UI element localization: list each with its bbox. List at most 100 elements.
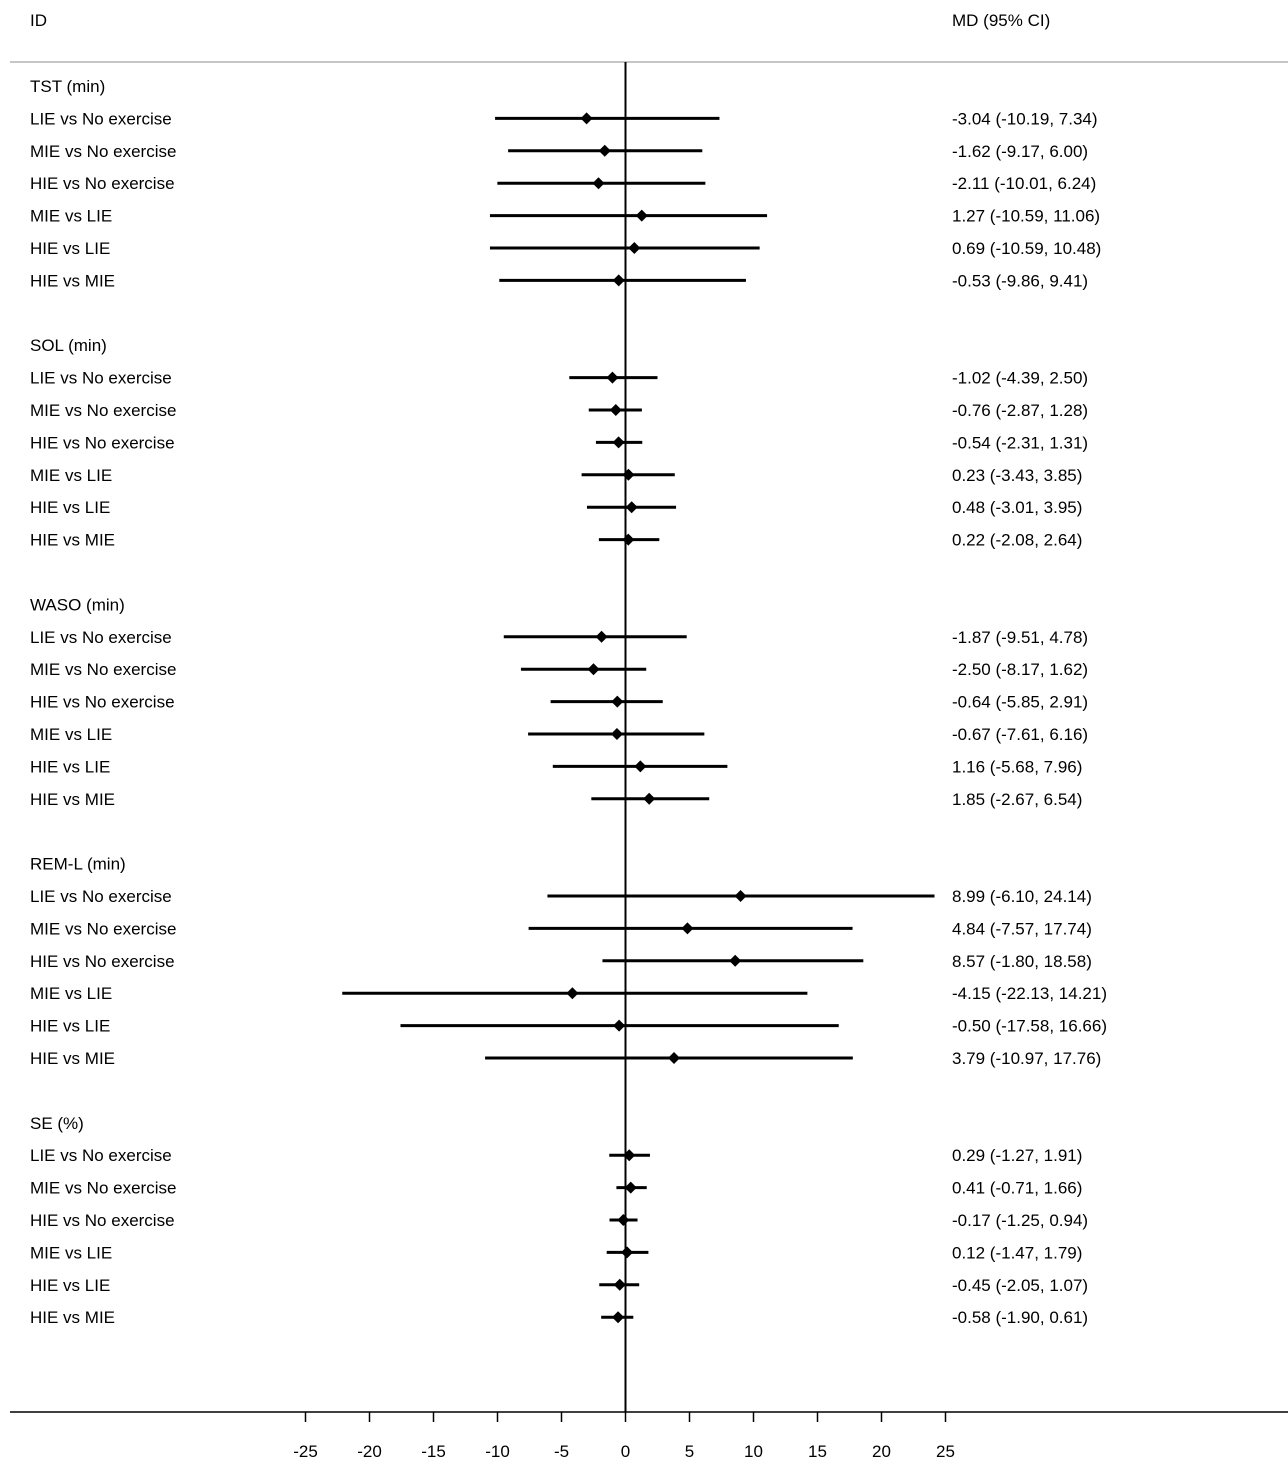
point-estimate-marker <box>587 663 600 676</box>
group-title: SOL (min) <box>30 336 107 355</box>
comparison-label: HIE vs No exercise <box>30 693 175 712</box>
comparison-label: MIE vs LIE <box>30 1243 112 1262</box>
point-estimate-marker <box>622 533 635 546</box>
md-ci-value: 8.57 (-1.80, 18.58) <box>952 952 1092 971</box>
md-ci-value: -0.45 (-2.05, 1.07) <box>952 1276 1088 1295</box>
point-estimate-marker <box>734 890 747 902</box>
comparison-label: MIE vs No exercise <box>30 919 176 938</box>
point-estimate-marker <box>634 760 647 773</box>
md-ci-value: -0.64 (-5.85, 2.91) <box>952 693 1088 712</box>
comparison-label: HIE vs LIE <box>30 239 110 258</box>
comparison-label: LIE vs No exercise <box>30 887 172 906</box>
comparison-label: MIE vs LIE <box>30 725 112 744</box>
comparison-label: MIE vs No exercise <box>30 401 176 420</box>
x-tick-label: -5 <box>554 1442 569 1459</box>
point-estimate-marker <box>613 1019 626 1032</box>
comparison-label: HIE vs LIE <box>30 1276 110 1295</box>
comparison-label: HIE vs LIE <box>30 498 110 517</box>
comparison-label: LIE vs No exercise <box>30 628 172 647</box>
point-estimate-marker <box>612 1311 625 1324</box>
point-estimate-marker <box>580 112 593 125</box>
md-ci-value: -0.53 (-9.86, 9.41) <box>952 271 1088 290</box>
point-estimate-marker <box>635 209 648 222</box>
md-ci-value: 0.69 (-10.59, 10.48) <box>952 239 1101 258</box>
comparison-label: MIE vs No exercise <box>30 1179 176 1198</box>
md-ci-value: -1.02 (-4.39, 2.50) <box>952 369 1088 388</box>
point-estimate-marker <box>729 954 742 967</box>
comparison-label: HIE vs MIE <box>30 531 115 550</box>
md-ci-value: -1.87 (-9.51, 4.78) <box>952 628 1088 647</box>
group-title: WASO (min) <box>30 595 125 614</box>
md-ci-value: 0.12 (-1.47, 1.79) <box>952 1243 1082 1262</box>
x-tick-label: 15 <box>808 1442 827 1459</box>
point-estimate-marker <box>625 501 638 514</box>
point-estimate-marker <box>668 1052 681 1064</box>
point-estimate-marker <box>612 436 625 449</box>
comparison-label: HIE vs No exercise <box>30 952 175 971</box>
point-estimate-marker <box>681 922 694 935</box>
comparison-label: MIE vs LIE <box>30 466 112 485</box>
point-estimate-marker <box>612 274 625 287</box>
forest-rows: TST (min) LIE vs No exercise -3.04 (-10.19… <box>30 77 1107 1327</box>
id-column-header: ID <box>30 11 47 30</box>
md-ci-value: 0.48 (-3.01, 3.95) <box>952 498 1082 517</box>
x-tick-label: 25 <box>936 1442 955 1459</box>
x-axis-ticks: -25 -20 -15 -10 -5 0 5 10 15 20 25 <box>293 1412 955 1459</box>
point-estimate-marker <box>617 1214 630 1226</box>
md-ci-value: 1.27 (-10.59, 11.06) <box>952 207 1100 226</box>
md-ci-value: 0.22 (-2.08, 2.64) <box>952 531 1082 550</box>
group-title: TST (min) <box>30 77 105 96</box>
point-estimate-marker <box>598 144 611 157</box>
comparison-label: LIE vs No exercise <box>30 109 172 128</box>
md-ci-value: 1.16 (-5.68, 7.96) <box>952 757 1082 776</box>
point-estimate-marker <box>595 630 608 643</box>
comparison-label: HIE vs No exercise <box>30 174 175 193</box>
point-estimate-marker <box>610 728 623 740</box>
md-ci-value: -0.17 (-1.25, 0.94) <box>952 1211 1088 1230</box>
md-ci-value: -2.50 (-8.17, 1.62) <box>952 660 1088 679</box>
comparison-label: HIE vs No exercise <box>30 433 175 452</box>
md-ci-value: -0.54 (-2.31, 1.31) <box>952 433 1088 452</box>
comparison-label: HIE vs MIE <box>30 271 115 290</box>
md-ci-value: -0.76 (-2.87, 1.28) <box>952 401 1088 420</box>
comparison-label: HIE vs LIE <box>30 1017 110 1036</box>
md-ci-value: 3.79 (-10.97, 17.76) <box>952 1049 1101 1068</box>
md-ci-value: 0.29 (-1.27, 1.91) <box>952 1146 1082 1165</box>
md-ci-value: -4.15 (-22.13, 14.21) <box>952 984 1107 1003</box>
comparison-label: LIE vs No exercise <box>30 369 172 388</box>
x-tick-label: -10 <box>485 1442 510 1459</box>
comparison-label: HIE vs MIE <box>30 1049 115 1068</box>
comparison-label: HIE vs No exercise <box>30 1211 175 1230</box>
md-ci-value: -0.50 (-17.58, 16.66) <box>952 1017 1107 1036</box>
x-tick-label: -20 <box>357 1442 382 1459</box>
group-title: REM-L (min) <box>30 855 126 874</box>
md-ci-value: 4.84 (-7.57, 17.74) <box>952 919 1092 938</box>
md-ci-value: 0.41 (-0.71, 1.66) <box>952 1179 1082 1198</box>
point-estimate-marker <box>613 1278 626 1291</box>
point-estimate-marker <box>609 404 622 416</box>
comparison-label: MIE vs No exercise <box>30 142 176 161</box>
point-estimate-marker <box>606 371 619 384</box>
x-tick-label: -15 <box>421 1442 446 1459</box>
x-tick-label: -25 <box>293 1442 318 1459</box>
md-ci-value: 1.85 (-2.67, 6.54) <box>952 790 1082 809</box>
comparison-label: HIE vs MIE <box>30 1308 115 1327</box>
comparison-label: MIE vs No exercise <box>30 660 176 679</box>
point-estimate-marker <box>592 177 605 190</box>
comparison-label: LIE vs No exercise <box>30 1146 172 1165</box>
x-tick-label: 10 <box>744 1442 763 1459</box>
point-estimate-marker <box>624 1181 637 1194</box>
comparison-label: HIE vs LIE <box>30 757 110 776</box>
comparison-label: HIE vs MIE <box>30 790 115 809</box>
point-estimate-marker <box>643 792 656 805</box>
comparison-label: MIE vs LIE <box>30 207 112 226</box>
point-estimate-marker <box>621 1246 634 1259</box>
point-estimate-marker <box>622 468 635 481</box>
x-tick-label: 20 <box>872 1442 891 1459</box>
md-ci-value: -3.04 (-10.19, 7.34) <box>952 109 1098 128</box>
md-ci-value: -0.58 (-1.90, 0.61) <box>952 1308 1088 1327</box>
point-estimate-marker <box>628 242 641 254</box>
md-ci-value: -0.67 (-7.61, 6.16) <box>952 725 1088 744</box>
x-tick-label: 0 <box>621 1442 630 1459</box>
